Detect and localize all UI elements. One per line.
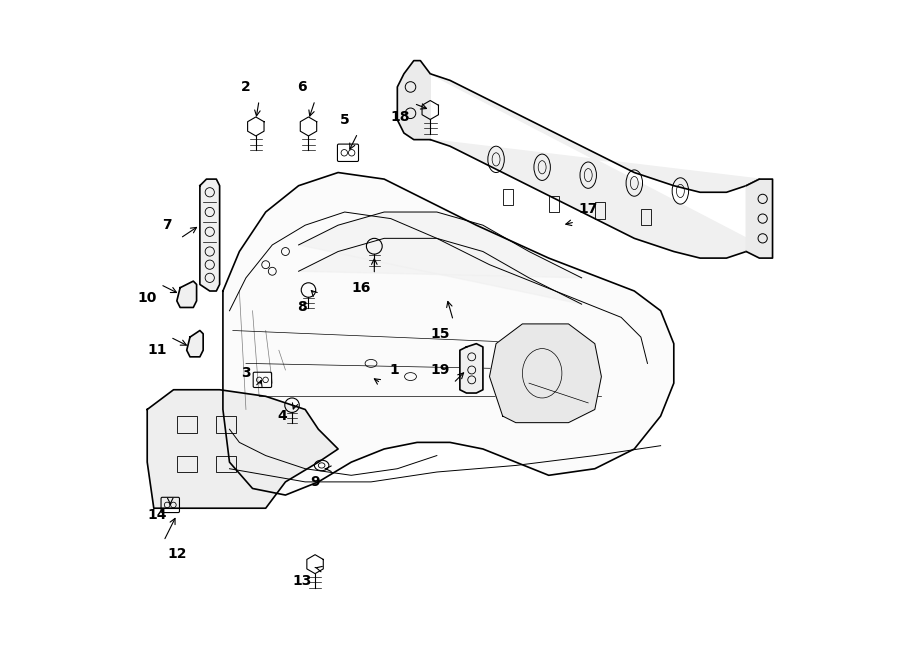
- Polygon shape: [397, 61, 430, 139]
- Text: 8: 8: [297, 301, 307, 315]
- Text: 13: 13: [292, 574, 311, 588]
- Bar: [503, 189, 512, 206]
- Text: 14: 14: [148, 508, 166, 522]
- Text: 10: 10: [138, 291, 157, 305]
- Polygon shape: [176, 281, 196, 307]
- Polygon shape: [490, 324, 601, 422]
- Polygon shape: [148, 390, 338, 508]
- Text: 12: 12: [167, 547, 186, 561]
- Text: 17: 17: [579, 202, 598, 215]
- Text: 16: 16: [352, 281, 371, 295]
- Bar: [216, 455, 236, 472]
- Polygon shape: [460, 344, 483, 393]
- Text: 19: 19: [430, 363, 450, 377]
- Bar: [595, 202, 605, 219]
- Bar: [641, 209, 651, 225]
- Text: 1: 1: [389, 363, 399, 377]
- Text: 5: 5: [340, 113, 349, 127]
- Text: 6: 6: [297, 80, 307, 94]
- Text: 2: 2: [241, 80, 251, 94]
- Text: 18: 18: [391, 110, 410, 124]
- Bar: [176, 455, 196, 472]
- Text: 11: 11: [148, 343, 166, 357]
- Text: 9: 9: [310, 475, 320, 489]
- Text: 15: 15: [430, 327, 450, 341]
- Polygon shape: [299, 212, 581, 304]
- Text: 3: 3: [241, 366, 251, 380]
- Bar: [176, 416, 196, 432]
- Bar: [549, 196, 559, 212]
- Bar: [216, 416, 236, 432]
- Text: 4: 4: [277, 409, 287, 423]
- Text: 7: 7: [162, 218, 172, 232]
- Polygon shape: [430, 74, 760, 258]
- Polygon shape: [200, 179, 220, 291]
- Polygon shape: [746, 179, 772, 258]
- Polygon shape: [186, 330, 203, 357]
- Polygon shape: [223, 173, 674, 495]
